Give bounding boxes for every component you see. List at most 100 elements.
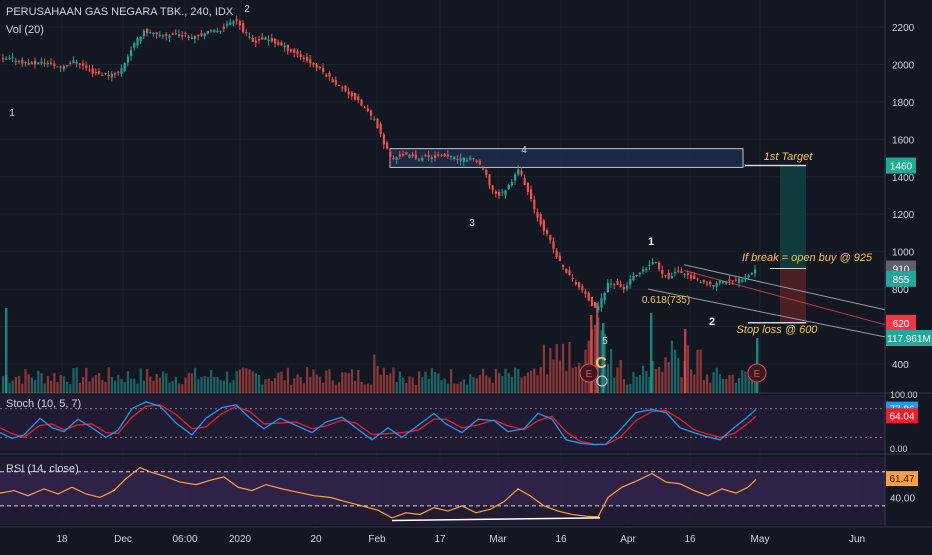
volume-bar — [386, 374, 389, 393]
candle-body — [50, 62, 53, 64]
candle-body — [350, 92, 353, 97]
price-axis-tick: 1000 — [892, 248, 915, 259]
volume-bar — [229, 382, 232, 393]
candle-body — [210, 30, 213, 32]
candle-body — [514, 174, 517, 181]
candle-body — [5, 58, 8, 60]
candle-body — [139, 36, 142, 42]
volume-bar — [398, 371, 401, 393]
candle-body — [34, 60, 37, 65]
time-axis-tick: 17 — [434, 534, 446, 545]
candle-body — [456, 158, 459, 160]
volume-bar — [674, 349, 677, 393]
volume-bar — [8, 382, 11, 393]
volume-bar — [242, 367, 245, 393]
rsi-axis-tick: 40.00 — [890, 493, 915, 504]
candle-body — [312, 63, 315, 65]
volume-bar — [277, 372, 280, 393]
time-axis-tick: May — [751, 534, 770, 545]
volume-bar — [574, 366, 577, 393]
stoch-legend: Stoch (10, 5, 7) — [6, 398, 82, 410]
volume-bar — [88, 381, 91, 393]
volume-bar — [232, 380, 235, 393]
candle-body — [558, 255, 561, 262]
candle-body — [171, 33, 174, 35]
volume-bar — [619, 359, 622, 393]
volume-spike-bar — [5, 308, 8, 393]
volume-bar — [402, 377, 405, 393]
volume-bar — [456, 383, 459, 393]
candle-body — [741, 279, 744, 282]
volume-bar — [309, 376, 312, 393]
candle-body — [546, 230, 549, 234]
volume-bar — [66, 381, 69, 393]
candle-body — [318, 66, 321, 69]
volume-bar — [389, 373, 392, 393]
volume-bar — [382, 367, 385, 393]
candle-body — [414, 154, 417, 159]
candle-body — [603, 292, 606, 301]
volume-bar — [680, 377, 683, 393]
candle-body — [750, 272, 753, 275]
candle-body — [62, 66, 65, 70]
wave-label-c: C — [595, 355, 607, 372]
candle-body — [674, 271, 677, 274]
candle-body — [40, 61, 43, 64]
candle-body — [184, 32, 187, 34]
volume-bar — [562, 343, 565, 393]
volume-bar — [462, 379, 465, 393]
volume-bar — [594, 324, 597, 393]
volume-bar — [341, 372, 344, 393]
candle-body — [507, 184, 510, 190]
volume-spike-bar — [650, 313, 653, 393]
volume-bar — [654, 368, 657, 393]
volume-bar — [178, 383, 181, 393]
volume-bar — [21, 383, 24, 393]
candle-body — [136, 38, 139, 46]
volume-bar — [373, 354, 376, 393]
candle-body — [222, 26, 225, 29]
price-axis-tick: 1600 — [892, 135, 915, 146]
candle-body — [408, 154, 411, 158]
candle-body — [578, 282, 581, 288]
volume-bar — [494, 368, 497, 393]
annotation-fib: 0.618(735) — [642, 295, 690, 306]
candle-body — [421, 157, 424, 161]
candle-body — [389, 151, 392, 157]
time-axis-tick: 16 — [684, 534, 696, 545]
candle-body — [706, 283, 709, 285]
volume-bar — [267, 378, 270, 393]
candle-body — [152, 32, 155, 34]
candle-body — [702, 280, 705, 283]
candle-body — [149, 32, 152, 34]
candle-body — [341, 87, 344, 89]
candle-body — [434, 155, 437, 159]
stoch-axis-tick: 0.00 — [890, 444, 908, 454]
volume-bar — [197, 379, 200, 393]
candle-body — [379, 123, 382, 134]
volume-bar — [254, 373, 257, 393]
time-axis-tick: 18 — [56, 534, 68, 545]
earnings-marker-label: E — [754, 369, 761, 380]
candle-body — [571, 277, 574, 279]
volume-bar — [216, 377, 219, 393]
candle-body — [712, 284, 715, 287]
volume-bar — [542, 344, 545, 393]
price-axis-tick: 1800 — [892, 98, 915, 109]
candle-body — [158, 34, 161, 36]
candle-body — [101, 74, 104, 76]
candle-body — [162, 35, 165, 37]
volume-bar — [347, 373, 350, 393]
candle-body — [562, 264, 565, 267]
candle-body — [66, 65, 69, 67]
volume-bar — [296, 374, 299, 393]
target-zone — [780, 165, 806, 269]
candle-body — [219, 30, 222, 32]
volume-bar — [174, 376, 177, 393]
volume-bar — [293, 378, 296, 393]
volume-bar — [450, 369, 453, 393]
candle-body — [453, 156, 456, 160]
candle-body — [382, 134, 385, 145]
